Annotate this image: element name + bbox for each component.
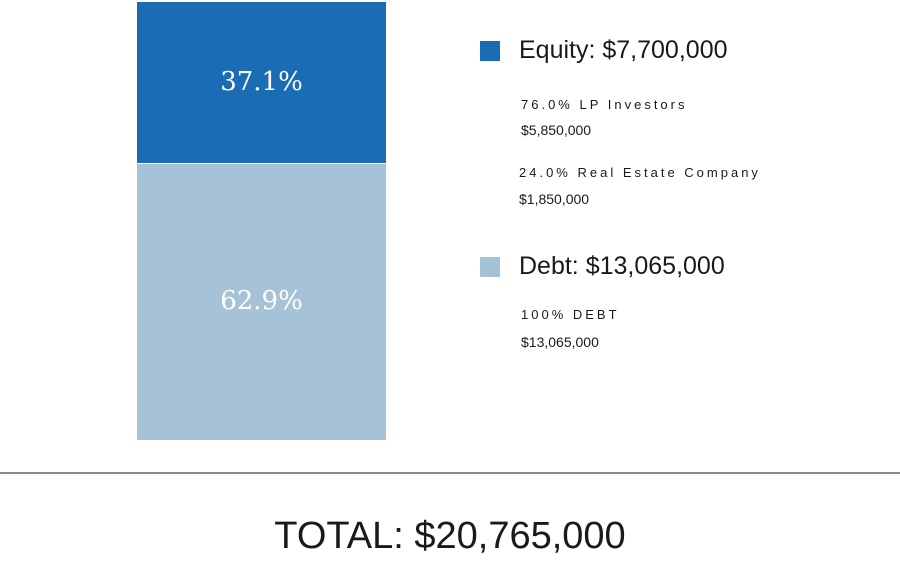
debt-label: 100% DEBT bbox=[521, 307, 620, 322]
debt-amount: $13,065,000 bbox=[521, 334, 599, 350]
equity-segment-label: 37.1% bbox=[220, 67, 303, 97]
debt-legend-title: Debt: $13,065,000 bbox=[519, 252, 725, 280]
real-estate-company-label: 24.0% Real Estate Company bbox=[519, 165, 761, 180]
equity-segment bbox=[137, 2, 386, 164]
real-estate-company-amount: $1,850,000 bbox=[519, 191, 590, 207]
equity-legend-title: Equity: $7,700,000 bbox=[519, 36, 728, 64]
debt-segment-label: 62.9% bbox=[220, 286, 303, 316]
total-label: TOTAL: $20,765,000 bbox=[274, 515, 626, 557]
debt-legend-swatch bbox=[480, 257, 500, 277]
lp-investors-label: 76.0% LP Investors bbox=[521, 97, 688, 112]
debt-segment bbox=[137, 164, 386, 440]
baseline-rule bbox=[0, 472, 900, 474]
lp-investors-amount: $5,850,000 bbox=[521, 122, 592, 138]
equity-legend-swatch bbox=[480, 41, 500, 61]
stacked-bar: 37.1% 62.9% bbox=[137, 2, 386, 440]
